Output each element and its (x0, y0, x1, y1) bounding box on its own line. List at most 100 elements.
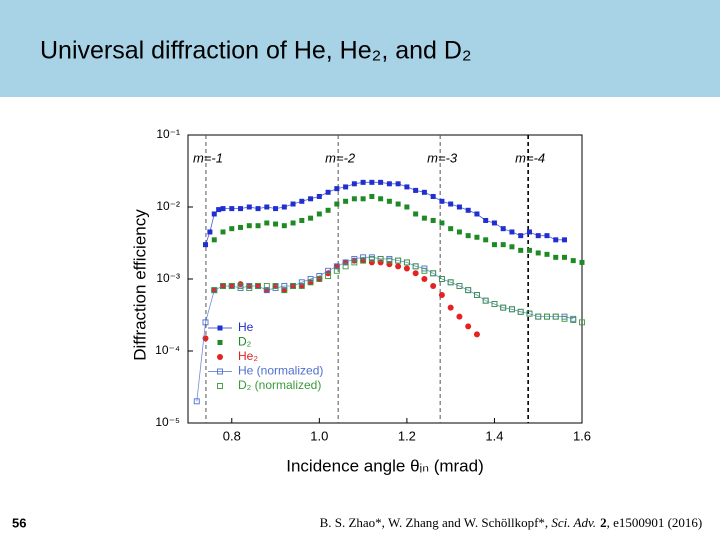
point (465, 233, 471, 239)
point (334, 186, 340, 192)
point (238, 206, 244, 212)
point (404, 204, 410, 210)
point (447, 279, 454, 286)
point (202, 319, 209, 326)
point (421, 215, 427, 221)
point (263, 287, 270, 294)
point (360, 196, 366, 202)
y-axis-label: Diffraction efficiency (130, 209, 149, 361)
point (238, 224, 244, 230)
point (456, 283, 463, 289)
point (439, 198, 445, 204)
citation-id: , e1500901 (2016) (607, 515, 703, 530)
point (220, 229, 226, 235)
point (421, 276, 428, 282)
citation-volume: 2 (600, 515, 607, 530)
point (203, 242, 209, 248)
point (421, 189, 427, 195)
point (351, 181, 357, 187)
y-tick-label: 10⁻⁴ (155, 343, 180, 357)
point (360, 179, 366, 185)
point (325, 273, 332, 279)
point (544, 313, 550, 320)
point (456, 229, 462, 235)
point (216, 207, 222, 213)
point (438, 276, 445, 282)
point (342, 263, 349, 270)
point (553, 237, 559, 243)
point (500, 304, 507, 311)
point (413, 211, 419, 217)
point (544, 251, 550, 257)
point (579, 259, 585, 265)
point (281, 223, 287, 229)
point (308, 215, 314, 221)
point (255, 283, 261, 289)
y-tick-label: 10⁻² (156, 199, 180, 213)
series-line (196, 256, 574, 402)
legend-marker (217, 340, 223, 345)
point (229, 226, 235, 232)
legend-label: He₂ (238, 349, 258, 363)
point (491, 242, 497, 248)
point (220, 283, 226, 289)
point (360, 257, 367, 264)
point (237, 283, 244, 289)
point (308, 196, 314, 202)
point (395, 257, 402, 264)
point (430, 270, 437, 277)
point (325, 189, 331, 195)
title-bar (0, 0, 720, 97)
legend-marker (217, 368, 223, 375)
legend-label: He (normalized) (238, 364, 323, 378)
point (570, 316, 577, 323)
point (395, 201, 401, 207)
point (307, 279, 314, 286)
point (273, 221, 279, 227)
point (316, 211, 322, 217)
point (255, 223, 261, 229)
point (526, 229, 532, 235)
point (491, 220, 497, 226)
point (570, 258, 576, 264)
point (403, 265, 410, 272)
point (290, 201, 296, 207)
x-tick-label: 1.0 (310, 428, 328, 443)
y-tick-label: 10⁻¹ (156, 127, 180, 141)
point (526, 310, 533, 317)
point (273, 206, 279, 212)
point (229, 206, 235, 212)
point (430, 193, 436, 199)
point (474, 234, 480, 240)
point (193, 398, 200, 405)
point (298, 279, 305, 286)
point (535, 233, 541, 239)
point (281, 287, 288, 294)
point (351, 255, 358, 262)
point (360, 257, 367, 264)
order-label: m=-3 (427, 150, 458, 165)
point (333, 263, 340, 270)
point (421, 267, 428, 274)
x-tick-label: 1.4 (485, 428, 503, 443)
point (456, 204, 462, 210)
point (535, 250, 541, 256)
point (386, 181, 392, 187)
point (413, 187, 419, 193)
point (412, 270, 419, 277)
point (491, 301, 498, 307)
point (544, 233, 550, 239)
point (264, 204, 270, 210)
y-tick-label: 10⁻⁵ (155, 415, 180, 429)
point (535, 313, 542, 320)
point (316, 276, 323, 282)
point (386, 257, 393, 264)
point (377, 259, 384, 266)
point (360, 254, 367, 261)
page-number: 56 (12, 515, 26, 530)
point (343, 184, 349, 190)
point (307, 276, 314, 282)
order-label: m=-2 (325, 150, 356, 165)
legend-marker (217, 325, 223, 331)
